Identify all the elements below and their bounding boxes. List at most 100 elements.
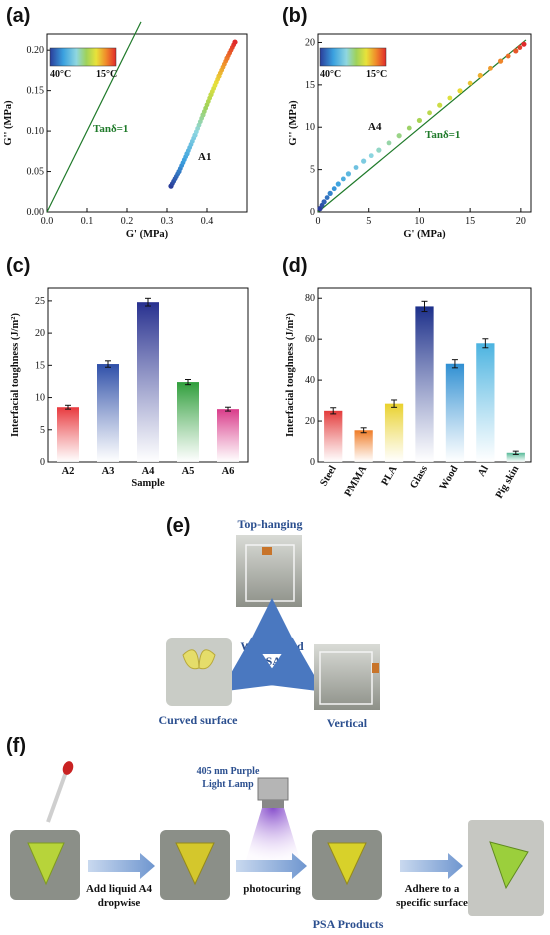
data-point bbox=[327, 190, 333, 196]
lamp-icon bbox=[246, 777, 300, 860]
plot-frame bbox=[46, 33, 248, 213]
lamp-label-line2: Light Lamp bbox=[202, 779, 254, 790]
data-point bbox=[513, 48, 519, 54]
x-tick-label: Pig skin bbox=[494, 464, 522, 501]
y-tick-label: 60 bbox=[305, 334, 315, 345]
data-point bbox=[406, 125, 412, 131]
x-tick-label: Glass bbox=[408, 464, 430, 491]
x-tick-label: Steel bbox=[318, 464, 338, 488]
data-point bbox=[335, 181, 341, 187]
y-tick-label: 0.10 bbox=[27, 126, 45, 137]
bar bbox=[354, 430, 373, 462]
y-axis-label: Interfacial toughness (J/m²) bbox=[10, 313, 21, 437]
y-tick-label: 0.15 bbox=[27, 86, 45, 97]
x-tick-label: 0.2 bbox=[121, 216, 134, 227]
label-curved-surface: Curved surface bbox=[159, 713, 239, 727]
step2-label: photocuring bbox=[243, 883, 301, 895]
colorbar-b bbox=[319, 47, 387, 67]
photo-step3 bbox=[312, 830, 382, 900]
panel-f: Add liquid A4 dropwise 405 nm Purple Lig… bbox=[10, 761, 544, 931]
data-point bbox=[376, 147, 382, 153]
lamp-label-line1: 405 nm Purple bbox=[197, 766, 260, 777]
photo-curved-surface bbox=[166, 638, 232, 706]
y-tick-label: 20 bbox=[305, 416, 315, 427]
x-tick-label: A6 bbox=[222, 466, 235, 477]
y-tick-label: 25 bbox=[35, 296, 45, 307]
series-label: A1 bbox=[198, 151, 211, 163]
bar bbox=[57, 407, 79, 462]
y-axis-label: G'' (MPa) bbox=[288, 100, 299, 146]
data-point bbox=[386, 140, 392, 146]
step3-label-line2: specific surface bbox=[396, 897, 468, 909]
photo-vertical bbox=[314, 644, 380, 710]
step1-label-line2: dropwise bbox=[98, 897, 141, 909]
panel-label-f: (f) bbox=[6, 735, 26, 757]
y-tick-label: 15 bbox=[305, 80, 315, 91]
colorbar-a-right-label: 15°C bbox=[96, 69, 117, 80]
panel-label-b: (b) bbox=[282, 5, 308, 27]
x-tick-label: PLA bbox=[380, 464, 400, 488]
bar bbox=[445, 363, 465, 462]
x-tick-label: A4 bbox=[142, 466, 156, 477]
y-tick-label: 5 bbox=[310, 165, 315, 176]
label-vertical: Vertical bbox=[327, 716, 368, 730]
flow-arrow-1 bbox=[88, 853, 155, 879]
x-tick-label: Al bbox=[476, 464, 491, 479]
data-point bbox=[324, 195, 330, 200]
photo-step4 bbox=[468, 820, 544, 916]
data-point bbox=[521, 41, 527, 47]
y-axis-label: Interfacial toughness (J/m²) bbox=[285, 313, 296, 437]
data-point bbox=[497, 58, 504, 64]
plot-frame bbox=[317, 33, 532, 213]
data-point bbox=[361, 158, 367, 164]
colorbar-a-left-label: 40°C bbox=[50, 69, 71, 80]
y-tick-label: 40 bbox=[305, 375, 315, 386]
flow-arrow-2 bbox=[236, 853, 307, 879]
y-tick-label: 0 bbox=[40, 457, 45, 468]
step1-label-line1: Add liquid A4 bbox=[86, 883, 153, 895]
x-tick-label: PMMA bbox=[343, 464, 370, 499]
arrow-right bbox=[261, 637, 324, 692]
label-top-hanging: Top-hanging bbox=[238, 517, 303, 531]
tan-delta-line bbox=[46, 21, 142, 213]
y-tick-label: 0 bbox=[310, 207, 315, 218]
dropper-icon bbox=[46, 761, 74, 831]
x-tick-label: 5 bbox=[366, 216, 371, 227]
product-label: PSA Products bbox=[313, 917, 384, 931]
tan-delta-label: Tanδ=1 bbox=[425, 129, 460, 141]
data-point bbox=[353, 165, 359, 170]
x-tick-label: A3 bbox=[102, 466, 115, 477]
y-tick-label: 0.00 bbox=[27, 207, 45, 218]
arrow-left bbox=[220, 637, 283, 692]
bar bbox=[217, 409, 239, 462]
data-point bbox=[488, 65, 493, 71]
bar bbox=[415, 306, 434, 462]
data-point bbox=[457, 88, 463, 94]
y-tick-label: 20 bbox=[35, 328, 45, 339]
x-tick-label: 0.0 bbox=[41, 216, 54, 227]
data-point bbox=[368, 153, 374, 159]
data-point bbox=[447, 95, 453, 101]
flow-arrow-3 bbox=[400, 853, 463, 879]
label-center-line1: WCO-based bbox=[240, 639, 304, 653]
y-tick-label: 80 bbox=[305, 293, 315, 304]
panel-label-c: (c) bbox=[6, 255, 30, 277]
y-tick-label: 20 bbox=[305, 37, 315, 48]
y-tick-label: 5 bbox=[40, 425, 45, 436]
y-axis-label: G'' (MPa) bbox=[3, 100, 14, 146]
data-point bbox=[437, 102, 443, 108]
y-tick-label: 0 bbox=[310, 457, 315, 468]
data-point bbox=[232, 39, 238, 45]
panel-label-e: (e) bbox=[166, 515, 190, 537]
bar bbox=[476, 343, 495, 462]
x-tick-label: 10 bbox=[414, 216, 424, 227]
data-point bbox=[416, 117, 423, 124]
data-point bbox=[477, 72, 483, 79]
panel-label-a: (a) bbox=[6, 5, 30, 27]
x-tick-label: A2 bbox=[62, 466, 75, 477]
x-tick-label: Wood bbox=[438, 464, 461, 492]
series-label: A4 bbox=[368, 121, 382, 133]
data-point bbox=[505, 53, 511, 59]
y-tick-label: 10 bbox=[35, 393, 45, 404]
